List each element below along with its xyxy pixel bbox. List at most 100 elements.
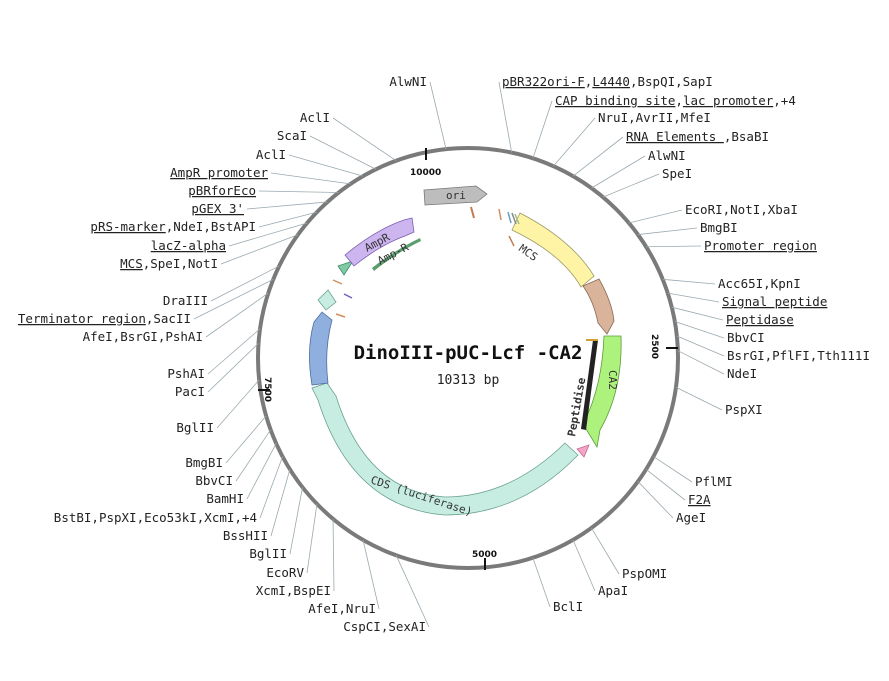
site-label-left-25[interactable]: CspCI,SexAI — [343, 619, 426, 634]
site-mark-2 — [498, 208, 502, 221]
site-label-left-0[interactable]: AlwNI — [389, 74, 427, 89]
site-label-right-13[interactable]: BsrGI,PflFI,Tth111I — [727, 348, 870, 363]
site-label-left-1[interactable]: AclI — [300, 110, 330, 125]
site-label-left-7[interactable]: pRS-marker,NdeI,BstAPI — [90, 219, 256, 234]
site-label-left-19[interactable]: BstBI,PspXI,Eco53kI,XcmI,+4 — [54, 510, 257, 525]
site-label-left-21[interactable]: BglII — [249, 546, 287, 561]
site-label-right-10-part-0: Signal peptide — [722, 294, 827, 309]
site-label-left-13[interactable]: PshAI — [167, 366, 205, 381]
leader-line-left-19 — [259, 456, 283, 519]
site-label-right-19-part-0: PspOMI — [622, 566, 667, 581]
site-label-left-24[interactable]: AfeI,NruI — [308, 601, 376, 616]
site-label-left-23[interactable]: XcmI,BspEI — [256, 583, 331, 598]
feature-promoter[interactable] — [582, 278, 615, 335]
leader-line-left-13 — [207, 328, 261, 375]
feature-cds-luciferase[interactable] — [311, 382, 579, 516]
site-label-left-8-part-0: lacZ-alpha — [151, 238, 226, 253]
site-mark-8 — [332, 279, 343, 285]
site-label-right-3[interactable]: RNA Elements ,BsaBI — [626, 129, 769, 144]
site-label-right-5[interactable]: SpeI — [662, 166, 692, 181]
site-label-left-3[interactable]: AclI — [256, 147, 286, 162]
site-label-right-21-part-0: BclI — [553, 599, 583, 614]
feature-mcs[interactable] — [511, 212, 595, 288]
site-label-right-17[interactable]: F2A — [688, 492, 711, 507]
site-mark-4 — [511, 212, 517, 225]
leader-line-right-19 — [591, 527, 620, 575]
site-label-right-6-part-0: EcoRI,NotI,XbaI — [685, 202, 798, 217]
site-label-right-12[interactable]: BbvCI — [727, 330, 765, 345]
site-label-right-0[interactable]: pBR322ori-F,L4440,BspQI,SapI — [502, 74, 713, 89]
tick-10000-label: 10000 — [410, 168, 441, 178]
feature-ampr[interactable] — [344, 217, 415, 267]
site-label-right-1-part-0: CAP binding site — [555, 93, 675, 108]
leader-line-left-1 — [332, 117, 397, 161]
site-label-right-16[interactable]: PflMI — [695, 474, 733, 489]
site-label-right-7[interactable]: BmgBI — [700, 220, 738, 235]
leader-line-left-17 — [235, 429, 271, 482]
site-mark-1 — [470, 206, 475, 219]
site-label-left-2[interactable]: ScaI — [277, 128, 307, 143]
site-label-right-4-part-0: AlwNI — [648, 148, 686, 163]
site-label-left-24-part-0: AfeI,NruI — [308, 601, 376, 616]
leader-line-left-2 — [309, 135, 377, 170]
site-label-right-1-part-2: lac promoter — [683, 93, 774, 108]
site-label-right-17-part-0: F2A — [688, 492, 711, 507]
site-label-left-7-part-0: pRS-marker — [90, 219, 166, 234]
site-label-left-17[interactable]: BbvCI — [195, 473, 233, 488]
leader-line-right-10 — [667, 292, 720, 303]
site-label-right-8[interactable]: Promoter region — [704, 238, 817, 253]
feature-f2a[interactable] — [576, 444, 590, 458]
tick-5000-label: 5000 — [472, 550, 497, 560]
site-label-left-10[interactable]: DraIII — [163, 293, 208, 308]
site-label-left-12-part-0: AfeI,BsrGI,PshAI — [83, 329, 203, 344]
site-mark-5 — [514, 213, 520, 225]
site-label-right-19[interactable]: PspOMI — [622, 566, 667, 581]
feature-peptidise[interactable] — [581, 340, 598, 430]
site-label-right-20[interactable]: ApaI — [598, 583, 628, 598]
site-label-right-9[interactable]: Acc65I,KpnI — [718, 276, 801, 291]
site-label-left-3-part-0: AclI — [256, 147, 286, 162]
site-label-left-11[interactable]: Terminator region,SacII — [18, 311, 191, 326]
feature-amp-promoter-arrow[interactable] — [337, 260, 354, 276]
site-label-right-14[interactable]: NdeI — [727, 366, 757, 381]
feature-amp-r[interactable] — [372, 238, 421, 271]
site-label-left-22[interactable]: EcoRV — [266, 565, 304, 580]
feature-blue[interactable] — [309, 311, 333, 386]
site-label-right-18[interactable]: AgeI — [676, 510, 706, 525]
feature-ca2[interactable] — [582, 335, 622, 449]
site-label-left-9[interactable]: MCS,SpeI,NotI — [120, 256, 218, 271]
site-label-left-12[interactable]: AfeI,BsrGI,PshAI — [83, 329, 203, 344]
site-label-left-14[interactable]: PacI — [175, 384, 205, 399]
site-label-right-2[interactable]: NruI,AvrII,MfeI — [598, 110, 711, 125]
site-label-right-20-part-0: ApaI — [598, 583, 628, 598]
leader-line-left-23 — [332, 518, 335, 592]
site-label-left-20[interactable]: BssHII — [223, 528, 268, 543]
leader-line-left-25 — [395, 555, 430, 628]
site-label-right-1-part-1: , — [675, 93, 683, 108]
site-label-left-18[interactable]: BamHI — [206, 491, 244, 506]
site-label-left-5[interactable]: pBRforEco — [188, 183, 256, 198]
site-label-right-4[interactable]: AlwNI — [648, 148, 686, 163]
site-leader-lines — [193, 81, 725, 628]
site-label-right-10[interactable]: Signal peptide — [722, 294, 827, 309]
leader-line-left-12 — [205, 292, 269, 338]
site-label-left-15[interactable]: BglII — [176, 420, 214, 435]
site-label-right-11[interactable]: Peptidase — [726, 312, 794, 327]
site-label-right-15[interactable]: PspXI — [725, 402, 763, 417]
leader-line-left-18 — [246, 443, 277, 500]
feature-small-teal[interactable] — [317, 289, 337, 311]
feature-ori[interactable] — [423, 185, 488, 206]
site-label-right-6[interactable]: EcoRI,NotI,XbaI — [685, 202, 798, 217]
site-label-left-4[interactable]: AmpR promoter — [170, 165, 268, 180]
leader-line-right-6 — [628, 209, 683, 224]
site-label-left-6[interactable]: pGEX 3' — [191, 201, 244, 216]
site-label-right-15-part-0: PspXI — [725, 402, 763, 417]
site-label-left-21-part-0: BglII — [249, 546, 287, 561]
site-label-right-1[interactable]: CAP binding site,lac promoter,+4 — [555, 93, 796, 108]
leader-line-right-2 — [553, 117, 596, 167]
site-label-left-8[interactable]: lacZ-alpha — [151, 238, 226, 253]
site-label-right-14-part-0: NdeI — [727, 366, 757, 381]
site-label-left-16[interactable]: BmgBI — [185, 455, 223, 470]
leader-line-right-7 — [637, 227, 698, 235]
site-label-right-21[interactable]: BclI — [553, 599, 583, 614]
